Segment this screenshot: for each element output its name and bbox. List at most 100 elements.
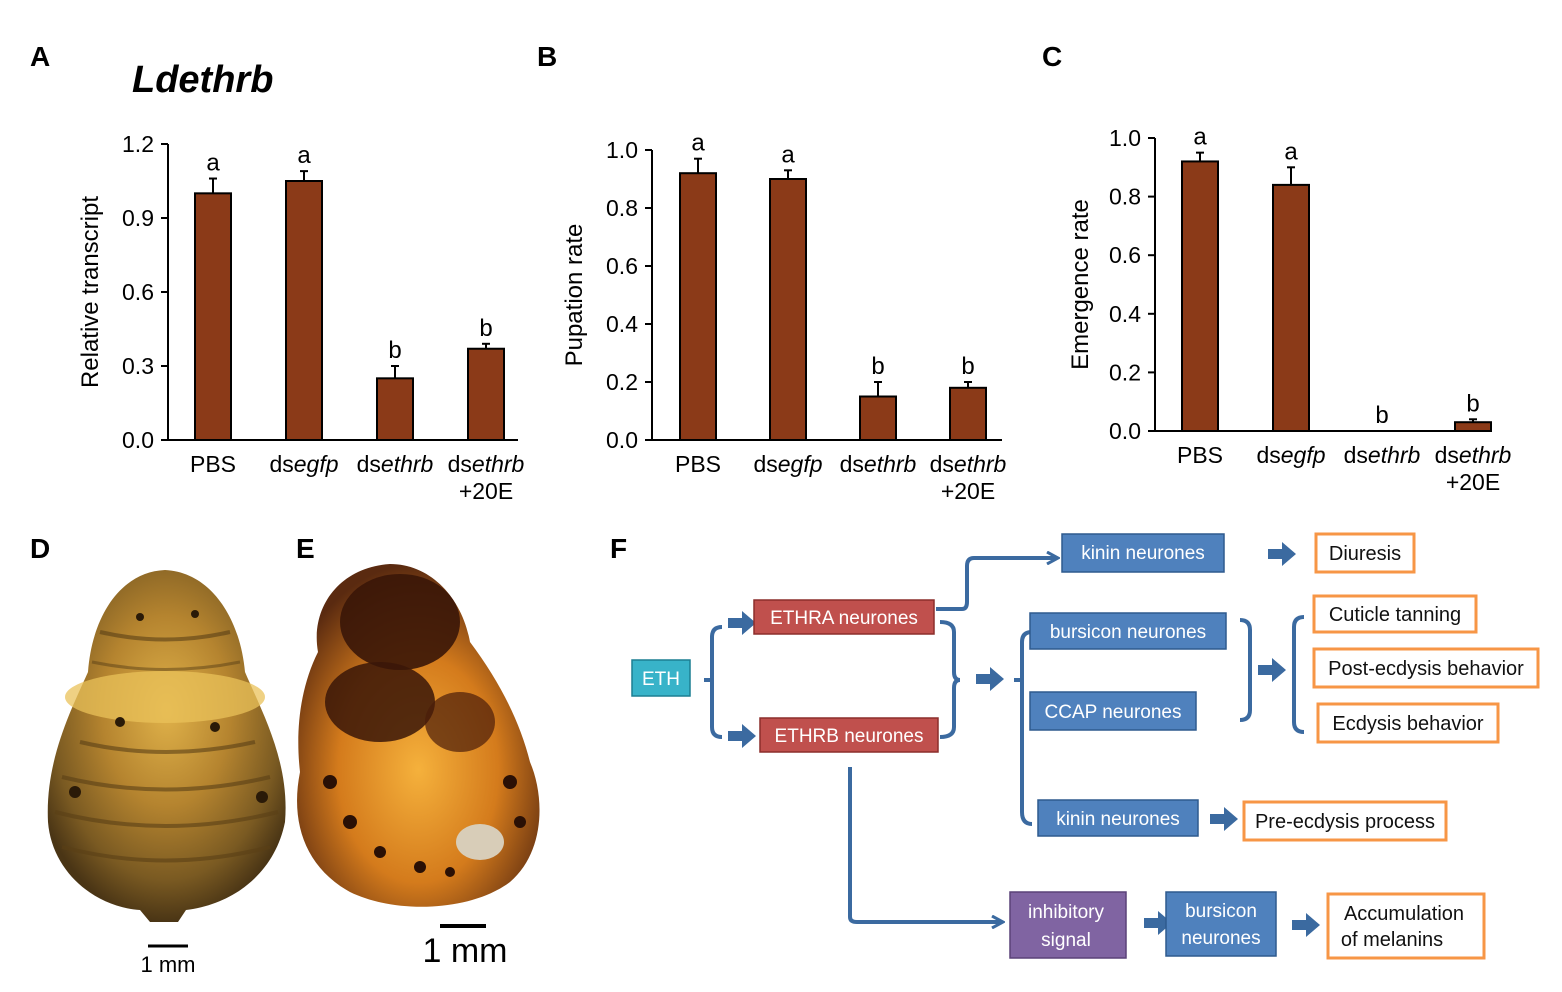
panel-label-d: D	[30, 533, 50, 564]
scale-label-d: 1 mm	[141, 952, 196, 977]
category-label: dsegfp	[269, 451, 338, 477]
y-tick-label: 0.4	[1109, 301, 1141, 327]
ethrb-box	[759, 717, 939, 753]
significance-label: b	[871, 353, 884, 380]
significance-label: b	[961, 353, 974, 380]
outcome-melanins-line1: Accumulation	[1344, 903, 1464, 925]
y-tick-label: 0.9	[122, 205, 154, 231]
significance-label: a	[1193, 124, 1207, 151]
chart-c: Emergence rate 0.0 0.2 0.4 0.6 0.8 1.0 a PBS a dse…	[1067, 124, 1512, 495]
significance-label: a	[1284, 138, 1298, 165]
bursicon-low-box	[1165, 891, 1277, 957]
bursicon-mid-label: bursicon neurones	[1050, 622, 1206, 643]
significance-label: a	[781, 141, 795, 168]
category-label: dsegfp	[1256, 442, 1325, 468]
ccap-label: CCAP neurones	[1045, 702, 1182, 723]
outcome-cuticle-tanning: Cuticle tanning	[1329, 604, 1461, 626]
panel-label-b: B	[537, 41, 557, 72]
outcome-ecdysis: Ecdysis behavior	[1332, 713, 1484, 735]
outcome-post-ecdysis: Post-ecdysis behavior	[1328, 658, 1524, 680]
y-tick-label: 0.3	[122, 353, 154, 379]
y-tick-label: 0.6	[606, 253, 638, 279]
y-tick-label: 0.0	[122, 427, 154, 453]
inhibitory-signal-box	[1009, 891, 1127, 959]
bursicon-low-line1: bursicon	[1185, 901, 1257, 922]
y-tick-label: 1.0	[1109, 125, 1141, 151]
y-axis-label: Relative transcript	[77, 196, 104, 388]
y-tick-label: 1.2	[122, 131, 154, 157]
category-label: dsethrb	[357, 451, 434, 477]
y-axis-label: Pupation rate	[561, 224, 588, 367]
bar	[679, 172, 717, 441]
significance-label: a	[691, 130, 705, 157]
panel-label-c: C	[1042, 41, 1062, 72]
y-tick-label: 0.6	[122, 279, 154, 305]
panel-label-f: F	[610, 533, 627, 564]
panel-label-e: E	[296, 533, 315, 564]
inhibitory-label-line2: signal	[1041, 930, 1091, 951]
significance-label: a	[297, 142, 311, 169]
y-tick-label: 0.2	[1109, 359, 1141, 385]
kinin-top-label: kinin neurones	[1081, 543, 1205, 564]
category-label-line2: +20E	[459, 478, 513, 504]
category-label: PBS	[675, 451, 721, 477]
bar	[376, 377, 414, 442]
bar	[194, 192, 232, 441]
inhibitory-label-line1: inhibitory	[1028, 902, 1105, 923]
ethrb-label: ETHRB neurones	[775, 726, 924, 747]
pupa-photo-e	[297, 564, 540, 907]
ccap-box	[1029, 691, 1197, 731]
y-tick-label: 0.6	[1109, 242, 1141, 268]
chart-b: Pupation rate 0.0 0.2 0.4 0.6 0.8 1.0 a PBS a dseg…	[561, 130, 1007, 504]
photos-area: D E 1 mm 1 mm	[30, 533, 540, 977]
category-label: dsethrb	[1344, 442, 1421, 468]
category-label: dsethrb	[930, 451, 1007, 477]
bar	[859, 395, 897, 441]
y-tick-label: 0.8	[1109, 184, 1141, 210]
ethra-box	[753, 599, 935, 635]
kinin-low-label: kinin neurones	[1056, 809, 1180, 830]
kinin-top-box	[1061, 533, 1225, 573]
bar	[467, 347, 505, 442]
ethra-label: ETHRA neurones	[770, 608, 918, 629]
chart-a: Ldethrb Relative transcript 0.0 0.3 0.6 0.9 1.…	[77, 59, 525, 504]
outcome-pre-ecdysis: Pre-ecdysis process	[1255, 811, 1435, 833]
eth-box	[631, 659, 691, 697]
y-tick-label: 1.0	[606, 137, 638, 163]
panel-label-a: A	[30, 41, 50, 72]
eth-label: ETH	[642, 669, 680, 690]
bar	[1181, 160, 1219, 432]
significance-label: b	[479, 315, 492, 342]
category-label: dsethrb	[840, 451, 917, 477]
significance-label: b	[1466, 390, 1479, 417]
bar	[1454, 421, 1492, 432]
category-label-line2: +20E	[941, 478, 995, 504]
y-axis-label: Emergence rate	[1067, 199, 1094, 370]
pathway-block-arrows	[728, 542, 1320, 937]
outcome-melanins-line2: of melanins	[1341, 929, 1443, 951]
category-label: PBS	[1177, 442, 1223, 468]
bar	[949, 386, 987, 441]
category-label: PBS	[190, 451, 236, 477]
bar	[1272, 183, 1310, 432]
bar	[285, 180, 323, 441]
outcome-boxes	[1242, 532, 1540, 960]
y-tick-label: 0.8	[606, 195, 638, 221]
significance-label: b	[1375, 402, 1388, 429]
significance-label: a	[206, 150, 220, 177]
y-tick-label: 0.0	[606, 427, 638, 453]
bar	[769, 178, 807, 441]
category-label: dsegfp	[753, 451, 822, 477]
bursicon-mid-box	[1029, 612, 1227, 650]
pupa-photo-d	[47, 570, 286, 922]
significance-label: b	[388, 337, 401, 364]
category-label-line2: +20E	[1446, 469, 1500, 495]
chart-title: Ldethrb	[132, 59, 273, 101]
y-tick-label: 0.0	[1109, 418, 1141, 444]
charts-area: A B C Ldethrb Relative transcript 0.0 0.3 0.…	[30, 41, 1512, 504]
kinin-low-box	[1037, 799, 1199, 837]
pathway-diagram: F ETH ETHRA neurones ETHRB neurones kini…	[610, 532, 1540, 960]
outcome-diuresis: Diuresis	[1329, 543, 1401, 565]
scale-label-e: 1 mm	[423, 932, 508, 970]
y-tick-label: 0.4	[606, 311, 638, 337]
